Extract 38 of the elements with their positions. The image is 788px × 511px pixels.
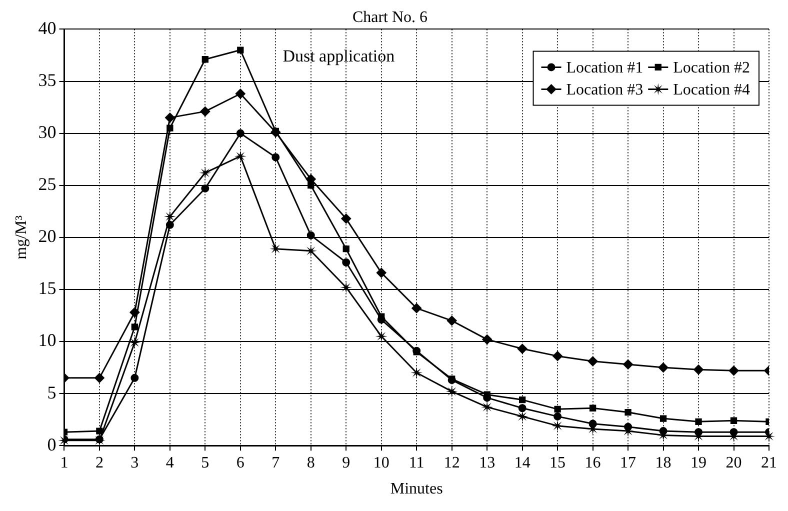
x-tick-label: 5 bbox=[201, 454, 210, 472]
x-tick-label: 8 bbox=[306, 454, 315, 472]
x-tick-label: 15 bbox=[550, 454, 566, 472]
chart-title: Chart No. 6 bbox=[352, 8, 428, 26]
x-tick-label: 10 bbox=[373, 454, 390, 472]
y-tick-label: 35 bbox=[38, 70, 56, 90]
y-tick-label: 10 bbox=[38, 330, 56, 350]
legend-label: Location #3 bbox=[566, 81, 644, 98]
x-tick-label: 18 bbox=[655, 454, 672, 472]
x-tick-label: 13 bbox=[479, 454, 496, 472]
x-tick-label: 3 bbox=[130, 454, 139, 472]
y-tick-label: 5 bbox=[47, 382, 56, 402]
x-tick-label: 1 bbox=[60, 454, 68, 472]
x-tick-label: 6 bbox=[236, 454, 244, 472]
x-tick-label: 14 bbox=[514, 454, 530, 472]
y-tick-label: 0 bbox=[47, 434, 56, 454]
x-tick-label: 11 bbox=[408, 454, 424, 472]
legend-label: Location #4 bbox=[673, 81, 750, 98]
y-tick-label: 25 bbox=[38, 174, 56, 194]
y-axis-title: mg/M³ bbox=[12, 215, 30, 260]
legend-label: Location #2 bbox=[673, 59, 750, 76]
x-tick-label: 12 bbox=[444, 454, 460, 472]
y-tick-label: 40 bbox=[38, 18, 56, 38]
x-tick-label: 20 bbox=[726, 454, 742, 472]
x-tick-label: 17 bbox=[620, 454, 636, 472]
x-tick-label: 21 bbox=[761, 454, 777, 472]
legend-label: Location #1 bbox=[566, 59, 644, 76]
y-tick-label: 15 bbox=[38, 278, 56, 298]
y-tick-label: 30 bbox=[38, 122, 56, 142]
x-tick-label: 7 bbox=[272, 454, 280, 472]
y-tick-label: 20 bbox=[38, 226, 56, 246]
x-tick-label: 4 bbox=[166, 454, 174, 472]
x-tick-label: 9 bbox=[342, 454, 350, 472]
x-tick-label: 19 bbox=[690, 454, 707, 472]
annotation: Dust application bbox=[282, 46, 396, 66]
x-tick-label: 16 bbox=[584, 454, 601, 472]
x-tick-label: 2 bbox=[95, 454, 104, 472]
x-axis-title: Minutes bbox=[390, 480, 443, 498]
